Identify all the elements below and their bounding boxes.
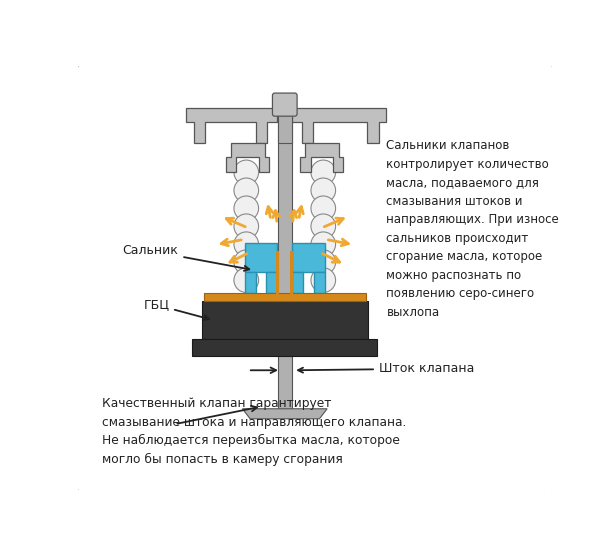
Polygon shape <box>242 409 327 419</box>
Bar <box>204 293 366 301</box>
Circle shape <box>311 214 336 239</box>
Bar <box>245 273 255 293</box>
Polygon shape <box>293 109 386 143</box>
Bar <box>293 243 325 273</box>
Bar <box>245 243 277 273</box>
Circle shape <box>234 214 258 239</box>
Bar <box>314 273 325 293</box>
Bar <box>278 109 292 409</box>
Circle shape <box>234 250 258 274</box>
Circle shape <box>311 268 336 293</box>
Circle shape <box>311 250 336 274</box>
Circle shape <box>234 196 258 220</box>
Text: ГБЦ: ГБЦ <box>143 298 209 320</box>
Circle shape <box>234 232 258 257</box>
Bar <box>266 273 277 293</box>
Bar <box>278 112 292 143</box>
Polygon shape <box>300 143 343 172</box>
Text: Сальники клапанов
контролирует количество
масла, подаваемого для
смазывания шток: Сальники клапанов контролирует количеств… <box>386 139 559 319</box>
Polygon shape <box>186 109 277 143</box>
Text: Качественный клапан гарантирует
смазывание штока и направляющего клапана.
Не наб: Качественный клапан гарантирует смазыван… <box>101 397 406 466</box>
Bar <box>293 273 303 293</box>
Text: Шток клапана: Шток клапана <box>298 362 474 375</box>
Polygon shape <box>226 143 269 172</box>
Bar <box>276 251 279 301</box>
Circle shape <box>234 160 258 185</box>
Circle shape <box>311 232 336 257</box>
Text: Сальник: Сальник <box>122 245 249 271</box>
Circle shape <box>234 268 258 293</box>
Bar <box>290 251 293 301</box>
Bar <box>192 339 377 356</box>
FancyBboxPatch shape <box>272 93 297 116</box>
Bar <box>202 301 368 339</box>
Circle shape <box>311 196 336 220</box>
Circle shape <box>311 178 336 203</box>
Circle shape <box>311 160 336 185</box>
Circle shape <box>234 178 258 203</box>
FancyBboxPatch shape <box>77 64 554 492</box>
